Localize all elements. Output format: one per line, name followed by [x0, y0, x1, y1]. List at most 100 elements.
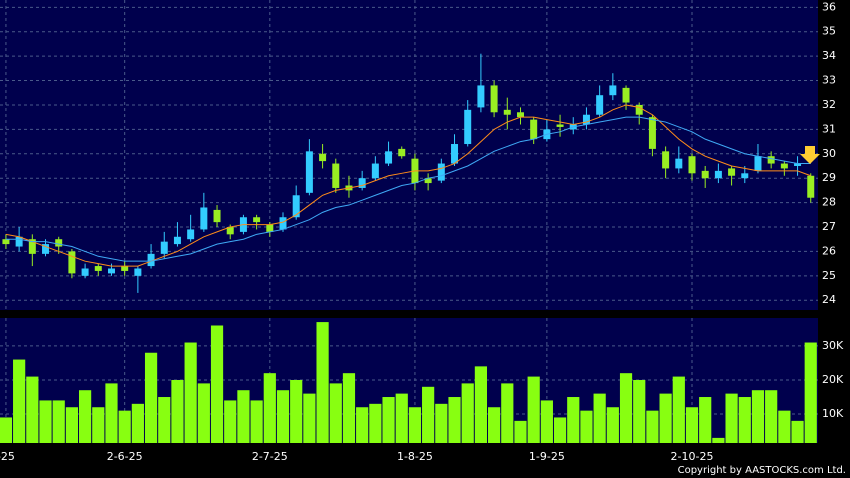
candle-body [68, 251, 76, 274]
volume-bar [751, 390, 765, 443]
volume-bar [382, 397, 395, 443]
volume-bar [158, 397, 171, 443]
volume-bar [474, 366, 488, 443]
candle-body [596, 95, 604, 115]
volume-bar [316, 322, 329, 443]
y-tick-label: 10K [822, 407, 844, 420]
y-tick-label: 26 [822, 244, 836, 257]
volume-bar [633, 379, 646, 443]
candle-body [213, 209, 221, 223]
x-tick-label: 1-8-25 [397, 450, 433, 463]
volume-bar [118, 410, 131, 443]
volume-bar [342, 373, 356, 443]
candle-body [688, 156, 696, 174]
candle-body [714, 170, 722, 179]
volume-bar [646, 410, 659, 443]
y-tick-label: 34 [822, 49, 836, 62]
candle-body [81, 268, 89, 276]
x-tick-label: 2-6-25 [107, 450, 143, 463]
volume-bar [672, 376, 685, 443]
candle-body [55, 239, 63, 247]
volume-bar [131, 403, 144, 443]
candle-body [648, 117, 656, 149]
candle-body [160, 241, 168, 254]
volume-bar [369, 403, 382, 443]
candle-body [622, 87, 630, 103]
volume-bar [580, 410, 593, 443]
volume-bar [197, 383, 210, 443]
candle-body [780, 163, 788, 169]
arrow-marker [800, 146, 820, 164]
y-tick-label: 30 [822, 147, 836, 160]
volume-bar [488, 407, 501, 443]
volume-bar [303, 393, 316, 443]
candle-body [173, 236, 181, 245]
volume-bar [738, 397, 751, 443]
y-tick-label: 36 [822, 0, 836, 13]
volume-bar [461, 383, 474, 443]
candle-body [226, 227, 234, 235]
candle-body [121, 266, 129, 271]
volume-bar [435, 403, 448, 443]
price-panel [0, 0, 818, 310]
y-tick-label: 25 [822, 269, 836, 282]
volume-bar [791, 420, 804, 443]
candle-body [464, 109, 472, 145]
volume-bar [79, 390, 92, 443]
candle-body [556, 124, 564, 127]
candle-body [253, 217, 261, 223]
volume-bar [65, 407, 79, 443]
x-tick-label: 2-7-25 [252, 450, 288, 463]
volume-bar [553, 417, 567, 443]
moving-average-line [5, 104, 811, 267]
candle-body [424, 178, 432, 184]
candle-body [741, 173, 749, 179]
candle-body [319, 153, 327, 162]
volume-bar [39, 400, 52, 443]
copyright: Copyright by AASTOCKS.com Ltd. [678, 465, 846, 476]
candle-body [398, 148, 406, 157]
candle-body [503, 109, 511, 115]
y-tick-label: 30K [822, 339, 844, 352]
volume-bar [184, 342, 197, 443]
volume-bar [619, 373, 633, 443]
y-tick-label: 29 [822, 171, 836, 184]
volume-bar [237, 390, 250, 443]
candle-body [107, 268, 115, 274]
y-tick-label: 24 [822, 293, 836, 306]
candle-body [279, 217, 287, 230]
candle-body [305, 151, 313, 193]
volume-bar [804, 342, 817, 443]
y-tick-label: 28 [822, 196, 836, 209]
y-tick-label: 27 [822, 220, 836, 233]
candle-body [662, 151, 670, 169]
candle-body [516, 112, 524, 118]
candle-body [477, 85, 485, 108]
y-tick-label: 20K [822, 373, 844, 386]
x-tick-label: 1-9-25 [529, 450, 565, 463]
candle-body [635, 104, 643, 115]
volume-bar [593, 393, 606, 443]
y-tick-label: 32 [822, 98, 836, 111]
candle-body [807, 175, 815, 198]
volume-bar [92, 407, 105, 443]
volume-bar [13, 359, 26, 443]
candle-body [187, 229, 195, 240]
volume-bar [527, 376, 540, 443]
volume-bar [329, 383, 342, 443]
volume-bar [685, 407, 699, 443]
x-tick-label: 2-10-25 [671, 450, 714, 463]
candle-body [767, 156, 775, 164]
volume-bar [263, 373, 276, 443]
candle-body [2, 239, 10, 245]
volume-bar [210, 325, 224, 443]
candle-body [292, 195, 300, 218]
candle-body [728, 168, 736, 176]
volume-bar [276, 390, 290, 443]
volume-bar [448, 397, 461, 443]
volume-bar [514, 420, 527, 443]
x-tick-label: -25 [0, 450, 15, 463]
y-tick-label: 33 [822, 74, 836, 87]
volume-bar [52, 400, 65, 443]
candle-body [371, 163, 379, 179]
